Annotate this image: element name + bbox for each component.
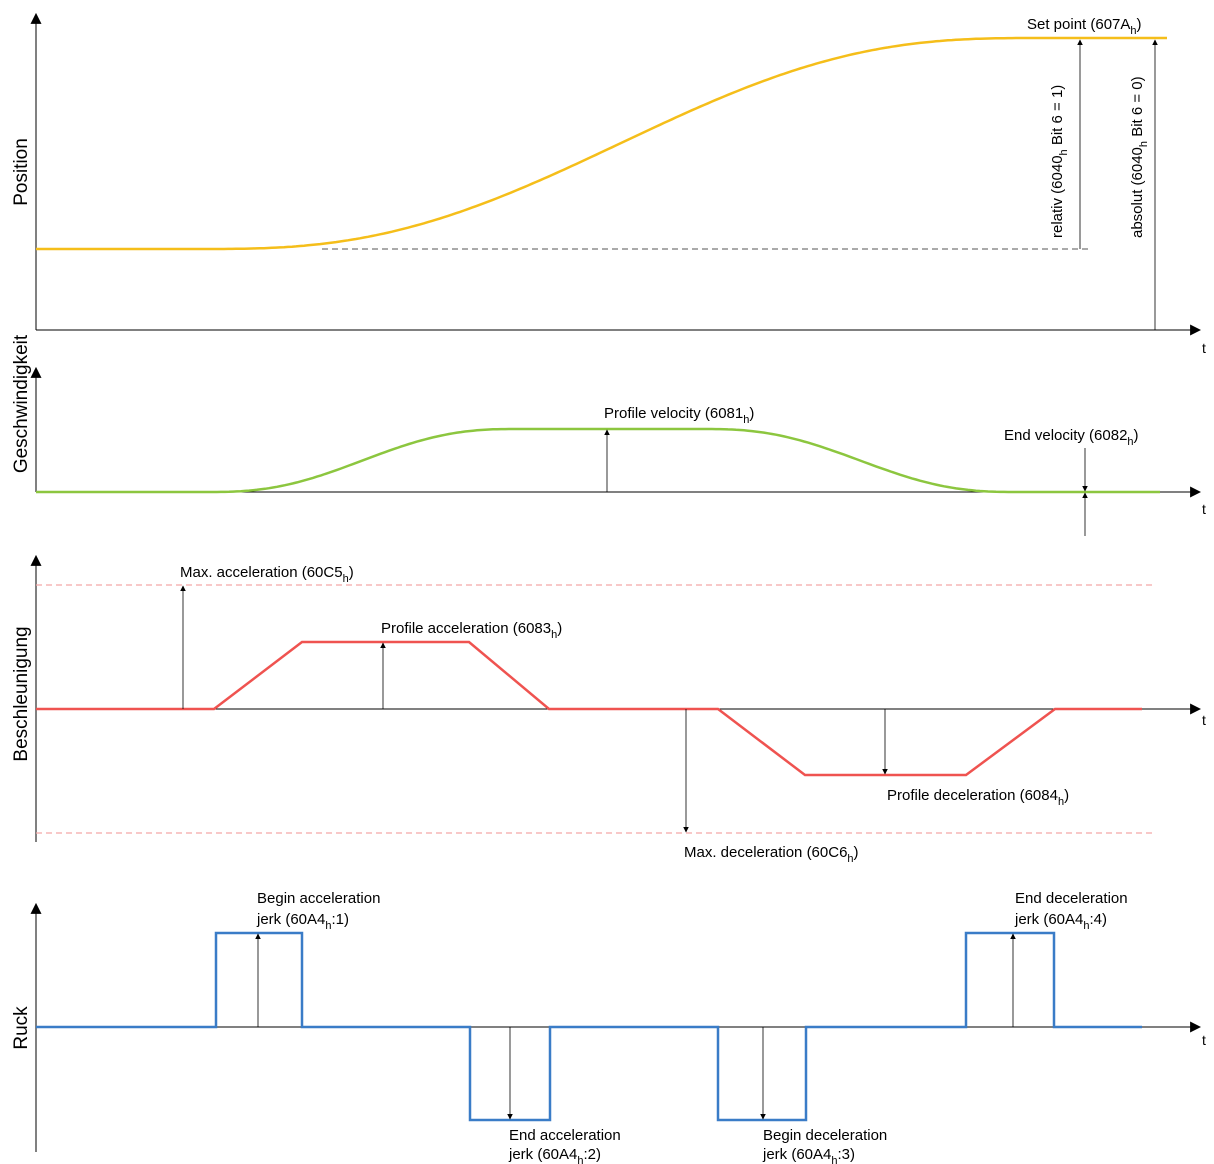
velocity-t-label: t <box>1202 501 1206 517</box>
acceleration-panel: t Beschleunigung Max. acceleration (60C5… <box>11 554 1206 865</box>
velocity-panel: t Geschwindigkeit Profile velocity (6081… <box>11 334 1206 536</box>
begin-acceleration-jerk-label-line1: Begin acceleration <box>257 890 380 907</box>
max-deceleration-label: Max. deceleration (60C6h) <box>684 844 859 865</box>
begin-acceleration-jerk-label-line2: jerk (60A4h:1) <box>256 911 349 932</box>
jerk-y-label: Ruck <box>11 1006 32 1050</box>
profile-deceleration-label: Profile deceleration (6084h) <box>887 787 1069 808</box>
max-acceleration-label: Max. acceleration (60C5h) <box>180 564 354 585</box>
position-t-label: t <box>1202 340 1206 356</box>
end-acceleration-jerk-label-line2: jerk (60A4h:2) <box>508 1146 601 1164</box>
velocity-y-label: Geschwindigkeit <box>11 334 32 473</box>
end-deceleration-jerk-label-line2: jerk (60A4h:4) <box>1014 911 1107 932</box>
absolut-bit6-label: absolut (6040h Bit 6 = 0) <box>1129 76 1150 238</box>
jerk-curve <box>36 931 1142 1122</box>
begin-deceleration-jerk-label-line2: jerk (60A4h:3) <box>762 1146 855 1164</box>
acceleration-y-label: Beschleunigung <box>11 626 32 761</box>
position-y-label: Position <box>11 138 32 206</box>
acceleration-curve <box>36 640 1142 777</box>
profile-velocity-label: Profile velocity (6081h) <box>604 405 754 426</box>
position-curve <box>36 36 1167 251</box>
jerk-t-label: t <box>1202 1032 1206 1048</box>
relativ-bit6-label: relativ (6040h Bit 6 = 1) <box>1049 85 1070 238</box>
position-panel: t Position Set point (607Ah) relativ (60… <box>11 12 1206 356</box>
end-acceleration-jerk-label-line1: End acceleration <box>509 1127 621 1144</box>
acceleration-t-label: t <box>1202 712 1206 728</box>
jerk-panel: t Ruck Begin acceleration jerk (60A4h:1)… <box>11 890 1206 1164</box>
set-point-label: Set point (607Ah) <box>1027 16 1142 37</box>
end-deceleration-jerk-label-line1: End deceleration <box>1015 890 1128 907</box>
begin-deceleration-jerk-label-line1: Begin deceleration <box>763 1127 887 1144</box>
end-velocity-label: End velocity (6082h) <box>1004 427 1139 448</box>
profile-acceleration-label: Profile acceleration (6083h) <box>381 620 562 641</box>
velocity-curve <box>36 427 1160 494</box>
